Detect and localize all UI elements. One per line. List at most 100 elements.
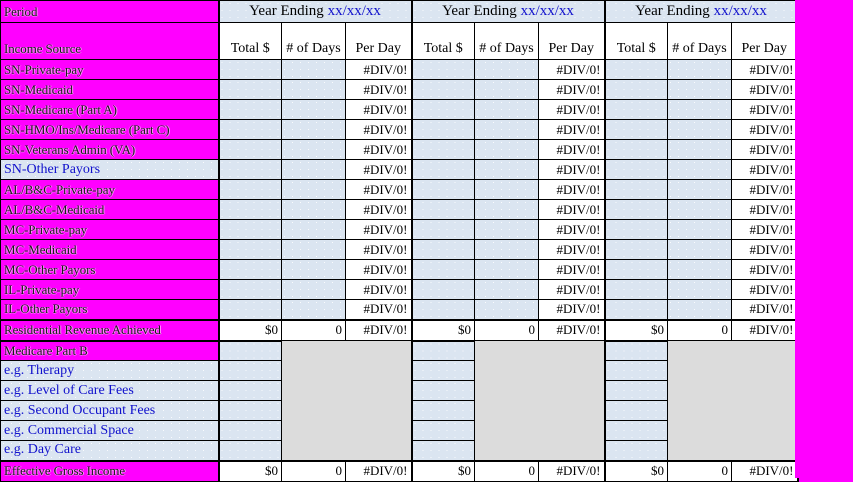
- cell-total-dollars-g2[interactable]: [410, 279, 475, 300]
- cell-total-dollars-g1[interactable]: [217, 79, 282, 100]
- column-group-header-3[interactable]: Year Ending xx/xx/xx: [603, 0, 799, 23]
- ancillary-total-dollars-g2[interactable]: [410, 400, 475, 421]
- cell-num-days-g1[interactable]: [281, 99, 346, 120]
- cell-total-dollars-g2[interactable]: [410, 259, 475, 280]
- ancillary-label-2[interactable]: e.g. Level of Care Fees: [0, 380, 220, 401]
- cell-num-days-g1[interactable]: [281, 159, 346, 180]
- cell-num-days-g3[interactable]: [667, 179, 732, 200]
- ancillary-label-3[interactable]: e.g. Second Occupant Fees: [0, 400, 220, 421]
- cell-total-dollars-g3[interactable]: [603, 179, 668, 200]
- cell-total-dollars-g2[interactable]: [410, 59, 475, 80]
- cell-num-days-g3[interactable]: [667, 219, 732, 240]
- cell-num-days-g2[interactable]: [474, 279, 539, 300]
- cell-num-days-g1[interactable]: [281, 119, 346, 140]
- cell-total-dollars-g2[interactable]: [410, 139, 475, 160]
- ancillary-total-dollars-g2[interactable]: [410, 380, 475, 401]
- cell-num-days-g1[interactable]: [281, 199, 346, 220]
- ancillary-total-dollars-g3[interactable]: [603, 380, 668, 401]
- cell-total-dollars-g3[interactable]: [603, 159, 668, 180]
- cell-num-days-g2[interactable]: [474, 119, 539, 140]
- ancillary-label-1[interactable]: e.g. Therapy: [0, 360, 220, 381]
- cell-total-dollars-g3[interactable]: [603, 219, 668, 240]
- ancillary-label-5[interactable]: e.g. Day Care: [0, 440, 220, 461]
- cell-num-days-g2[interactable]: [474, 79, 539, 100]
- cell-total-dollars-g1[interactable]: [217, 99, 282, 120]
- cell-total-dollars-g1[interactable]: [217, 179, 282, 200]
- ancillary-total-dollars-g2[interactable]: [410, 440, 475, 461]
- cell-total-dollars-g2[interactable]: [410, 99, 475, 120]
- cell-total-dollars-g2[interactable]: [410, 119, 475, 140]
- cell-num-days-g2[interactable]: [474, 259, 539, 280]
- cell-num-days-g2[interactable]: [474, 99, 539, 120]
- cell-total-dollars-g2[interactable]: [410, 159, 475, 180]
- ancillary-total-dollars-g2[interactable]: [410, 420, 475, 441]
- cell-num-days-g2[interactable]: [474, 219, 539, 240]
- ancillary-label-4[interactable]: e.g. Commercial Space: [0, 420, 220, 441]
- ancillary-total-dollars-g1[interactable]: [217, 440, 282, 461]
- cell-num-days-g3[interactable]: [667, 119, 732, 140]
- ancillary-total-dollars-g2[interactable]: [410, 339, 475, 361]
- cell-total-dollars-g3[interactable]: [603, 299, 668, 320]
- cell-total-dollars-g3[interactable]: [603, 199, 668, 220]
- cell-total-dollars-g2[interactable]: [410, 199, 475, 220]
- cell-total-dollars-g2[interactable]: [410, 79, 475, 100]
- cell-num-days-g1[interactable]: [281, 299, 346, 320]
- group-date-value[interactable]: xx/xx/xx: [713, 3, 767, 19]
- cell-total-dollars-g3[interactable]: [603, 139, 668, 160]
- cell-num-days-g2[interactable]: [474, 159, 539, 180]
- ancillary-total-dollars-g1[interactable]: [217, 400, 282, 421]
- cell-num-days-g1[interactable]: [281, 219, 346, 240]
- ancillary-total-dollars-g2[interactable]: [410, 360, 475, 381]
- cell-total-dollars-g3[interactable]: [603, 119, 668, 140]
- cell-num-days-g2[interactable]: [474, 239, 539, 260]
- cell-total-dollars-g3[interactable]: [603, 239, 668, 260]
- cell-total-dollars-g1[interactable]: [217, 199, 282, 220]
- cell-num-days-g2[interactable]: [474, 199, 539, 220]
- cell-num-days-g3[interactable]: [667, 99, 732, 120]
- cell-total-dollars-g1[interactable]: [217, 259, 282, 280]
- row-label-5[interactable]: SN-Other Payors: [0, 159, 220, 180]
- ancillary-total-dollars-g3[interactable]: [603, 420, 668, 441]
- cell-num-days-g3[interactable]: [667, 199, 732, 220]
- cell-num-days-g1[interactable]: [281, 259, 346, 280]
- group-date-value[interactable]: xx/xx/xx: [327, 3, 381, 19]
- cell-total-dollars-g1[interactable]: [217, 59, 282, 80]
- cell-total-dollars-g1[interactable]: [217, 219, 282, 240]
- cell-total-dollars-g1[interactable]: [217, 139, 282, 160]
- ancillary-total-dollars-g1[interactable]: [217, 420, 282, 441]
- ancillary-total-dollars-g1[interactable]: [217, 360, 282, 381]
- cell-total-dollars-g3[interactable]: [603, 259, 668, 280]
- cell-num-days-g1[interactable]: [281, 279, 346, 300]
- cell-num-days-g1[interactable]: [281, 79, 346, 100]
- cell-num-days-g3[interactable]: [667, 139, 732, 160]
- cell-num-days-g3[interactable]: [667, 259, 732, 280]
- ancillary-total-dollars-g3[interactable]: [603, 440, 668, 461]
- cell-total-dollars-g3[interactable]: [603, 279, 668, 300]
- cell-num-days-g1[interactable]: [281, 59, 346, 80]
- cell-total-dollars-g2[interactable]: [410, 179, 475, 200]
- column-group-header-2[interactable]: Year Ending xx/xx/xx: [410, 0, 605, 23]
- ancillary-total-dollars-g1[interactable]: [217, 380, 282, 401]
- cell-num-days-g3[interactable]: [667, 279, 732, 300]
- column-group-header-1[interactable]: Year Ending xx/xx/xx: [218, 0, 412, 23]
- cell-num-days-g3[interactable]: [667, 159, 732, 180]
- cell-total-dollars-g1[interactable]: [217, 239, 282, 260]
- cell-total-dollars-g2[interactable]: [410, 299, 475, 320]
- ancillary-total-dollars-g3[interactable]: [603, 360, 668, 381]
- ancillary-total-dollars-g3[interactable]: [603, 339, 668, 361]
- cell-num-days-g2[interactable]: [474, 139, 539, 160]
- cell-total-dollars-g3[interactable]: [603, 59, 668, 80]
- cell-num-days-g1[interactable]: [281, 139, 346, 160]
- cell-num-days-g1[interactable]: [281, 179, 346, 200]
- cell-num-days-g2[interactable]: [474, 299, 539, 320]
- cell-num-days-g2[interactable]: [474, 59, 539, 80]
- ancillary-total-dollars-g1[interactable]: [217, 339, 282, 361]
- cell-num-days-g3[interactable]: [667, 59, 732, 80]
- group-date-value[interactable]: xx/xx/xx: [520, 3, 574, 19]
- cell-total-dollars-g1[interactable]: [217, 119, 282, 140]
- cell-total-dollars-g3[interactable]: [603, 79, 668, 100]
- cell-total-dollars-g1[interactable]: [217, 279, 282, 300]
- cell-num-days-g3[interactable]: [667, 79, 732, 100]
- ancillary-total-dollars-g3[interactable]: [603, 400, 668, 421]
- cell-total-dollars-g1[interactable]: [217, 159, 282, 180]
